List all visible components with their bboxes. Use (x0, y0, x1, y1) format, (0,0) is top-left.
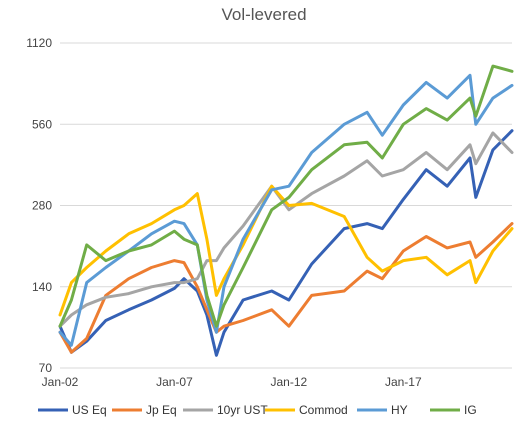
legend-label: IG (464, 403, 477, 417)
y-tick-label: 70 (39, 361, 53, 375)
x-tick-label: Jan-17 (385, 375, 422, 389)
legend-label: 10yr UST (217, 403, 268, 417)
y-tick-label: 280 (32, 199, 52, 213)
series-line-ig (58, 64, 514, 328)
chart-title: Vol-levered (221, 5, 306, 24)
y-tick-label: 140 (32, 280, 52, 294)
x-axis-ticks: Jan-02 Jan-07 Jan-12 Jan-17 (42, 375, 422, 389)
y-tick-label: 560 (32, 117, 52, 131)
x-tick-label: Jan-07 (156, 375, 193, 389)
series-line-us-eq (58, 129, 514, 357)
series-layer (58, 64, 514, 357)
x-tick-label: Jan-12 (271, 375, 308, 389)
y-axis-ticks: 70 140 280 560 1120 (26, 36, 52, 375)
series-line-hy (58, 73, 514, 347)
series-line-jp-eq (58, 222, 514, 354)
legend-label: Commod (299, 403, 348, 417)
legend-label: HY (391, 403, 408, 417)
series-line-10yr-ust (58, 131, 514, 328)
legend: US Eq Jp Eq 10yr UST Commod HY IG (38, 403, 477, 417)
x-tick-label: Jan-02 (42, 375, 79, 389)
legend-label: US Eq (72, 403, 107, 417)
legend-label: Jp Eq (146, 403, 177, 417)
y-tick-label: 1120 (26, 36, 52, 50)
